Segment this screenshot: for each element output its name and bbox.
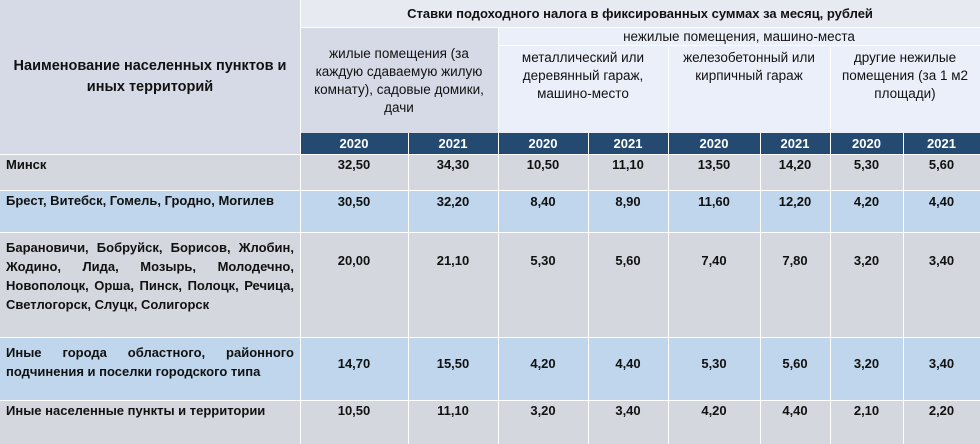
- row-name: Иные населенные пункты и территории: [0, 400, 300, 444]
- grid-line: [588, 133, 589, 444]
- grid-line: [498, 45, 980, 46]
- year-header: 2020: [668, 133, 760, 154]
- table-cell: 5,30: [830, 154, 903, 190]
- table-cell: 4,40: [760, 400, 830, 444]
- grid-line: [0, 400, 980, 401]
- year-header: 2021: [903, 133, 980, 154]
- name-column-header: Наименование населенных пунктов и иных т…: [0, 0, 300, 154]
- subcategory-header: металлический или деревянный гараж, маши…: [498, 45, 668, 133]
- table-cell: 4,40: [903, 190, 980, 232]
- table-cell: 20,00: [300, 232, 408, 337]
- table-cell: 11,10: [408, 400, 498, 444]
- year-header: 2020: [498, 133, 588, 154]
- table-cell: 5,30: [498, 232, 588, 337]
- grid-line: [0, 337, 980, 338]
- table-cell: 15,50: [408, 337, 498, 400]
- grid-line: [300, 27, 980, 28]
- table-cell: 7,40: [668, 232, 760, 337]
- row-name: Барановичи, Бобруйск, Борисов, Жлобин, Ж…: [0, 232, 300, 337]
- year-header: 2020: [830, 133, 903, 154]
- grid-line: [0, 232, 980, 233]
- table-cell: 3,20: [830, 232, 903, 337]
- table-cell: 3,40: [903, 232, 980, 337]
- table-cell: 5,60: [588, 232, 668, 337]
- grid-line: [300, 0, 301, 444]
- grid-line: [668, 45, 669, 444]
- table-cell: 13,50: [668, 154, 760, 190]
- table-cell: 3,40: [903, 337, 980, 400]
- year-header: 2021: [408, 133, 498, 154]
- subcategory-header: железобетонный или кирпичный гараж: [668, 45, 830, 133]
- grid-line: [0, 190, 980, 191]
- row-name: Минск: [0, 154, 300, 190]
- table-cell: 21,10: [408, 232, 498, 337]
- super-header: Ставки подоходного налога в фиксированны…: [300, 0, 980, 28]
- table-cell: 30,50: [300, 190, 408, 232]
- grid-line: [408, 133, 409, 444]
- grid-line: [760, 133, 761, 444]
- table-cell: 3,20: [498, 400, 588, 444]
- table-cell: 5,60: [903, 154, 980, 190]
- table-cell: 4,40: [588, 337, 668, 400]
- row-name: Иные города областного, районного подчин…: [0, 337, 300, 400]
- table-cell: 7,80: [760, 232, 830, 337]
- table-cell: 8,40: [498, 190, 588, 232]
- grid-line: [498, 28, 499, 444]
- grid-line: [903, 133, 904, 444]
- table-cell: 3,40: [588, 400, 668, 444]
- table-cell: 4,20: [498, 337, 588, 400]
- table-cell: 8,90: [588, 190, 668, 232]
- table-cell: 12,20: [760, 190, 830, 232]
- table-cell: 5,60: [760, 337, 830, 400]
- grid-line: [0, 154, 980, 155]
- table-cell: 32,20: [408, 190, 498, 232]
- table-cell: 34,30: [408, 154, 498, 190]
- table-cell: 14,70: [300, 337, 408, 400]
- year-header: 2020: [300, 133, 408, 154]
- year-header: 2021: [760, 133, 830, 154]
- table-cell: 2,20: [903, 400, 980, 444]
- grid-line: [830, 45, 831, 444]
- table-cell: 14,20: [760, 154, 830, 190]
- year-header: 2021: [588, 133, 668, 154]
- nonresidential-header: нежилые помещения, машино-места: [498, 28, 980, 45]
- table-cell: 10,50: [300, 400, 408, 444]
- table-cell: 11,60: [668, 190, 760, 232]
- table-cell: 5,30: [668, 337, 760, 400]
- table-cell: 3,20: [830, 337, 903, 400]
- table-cell: 2,10: [830, 400, 903, 444]
- table-cell: 4,20: [830, 190, 903, 232]
- table-cell: 32,50: [300, 154, 408, 190]
- residential-header: жилые помещения (за каждую сдаваемую жил…: [300, 28, 498, 133]
- row-name: Брест, Витебск, Гомель, Гродно, Могилев: [0, 190, 300, 232]
- subcategory-header: другие нежилые помещения (за 1 м2 площад…: [830, 45, 980, 133]
- table-cell: 4,20: [668, 400, 760, 444]
- table-cell: 10,50: [498, 154, 588, 190]
- table-cell: 11,10: [588, 154, 668, 190]
